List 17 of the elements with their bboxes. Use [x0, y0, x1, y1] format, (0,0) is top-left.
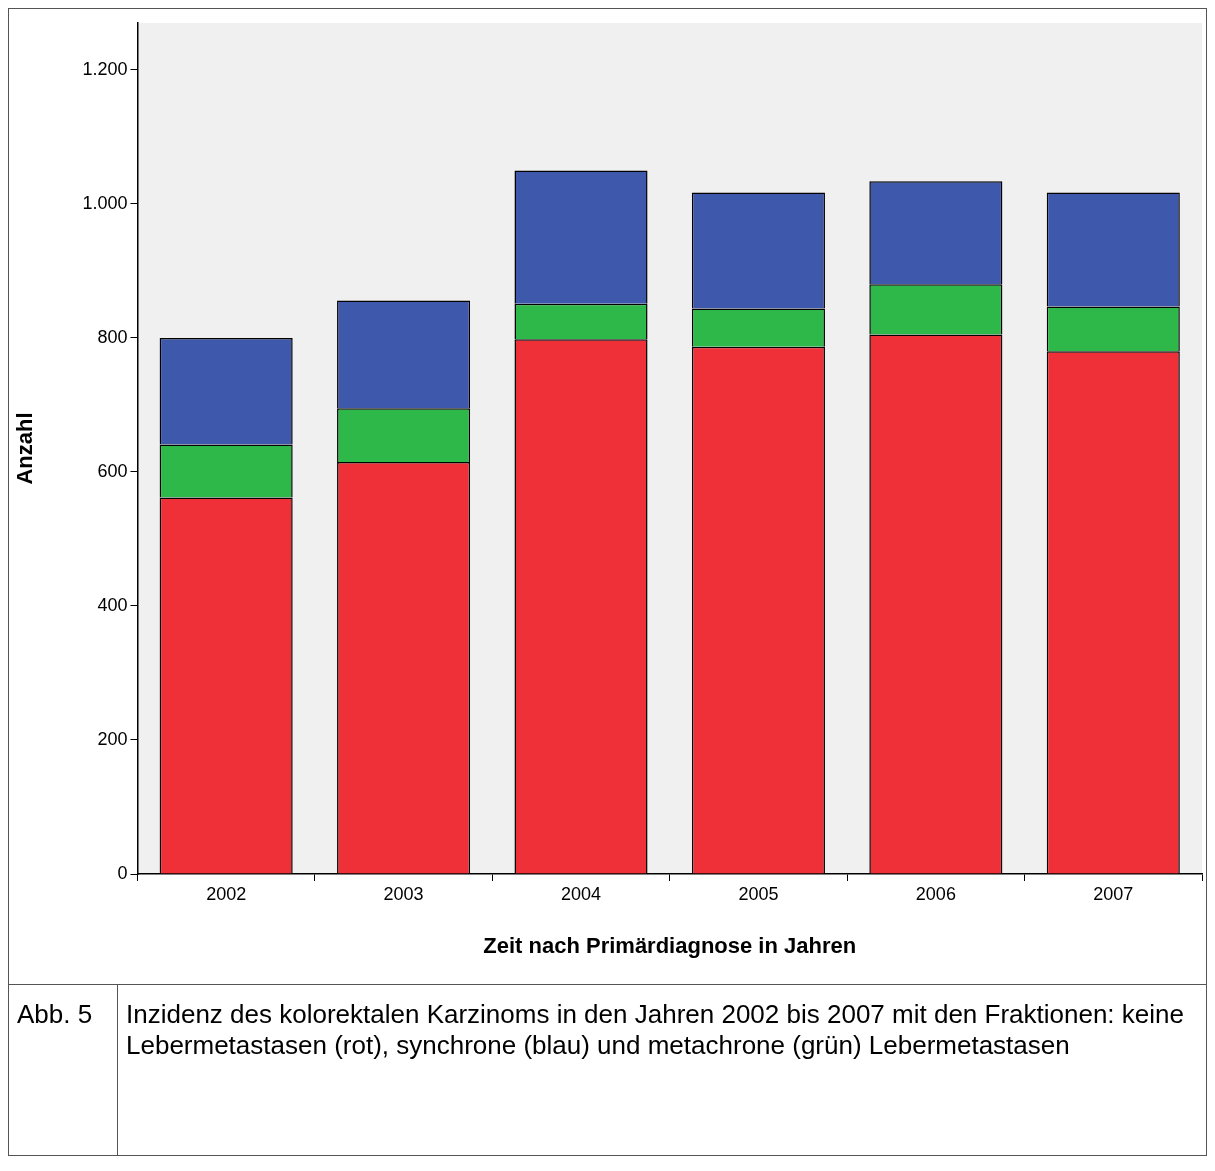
x-tick-label: 2003 — [383, 883, 424, 904]
caption: Abb. 5 — [9, 985, 118, 1155]
x-tick-label: 2002 — [206, 883, 247, 904]
y-tick-label: 600 — [97, 460, 128, 481]
y-tick-label: 0 — [117, 862, 128, 883]
x-tick-label: 2005 — [738, 883, 779, 904]
text: Inzidenz des kolorektalen Karzinoms in den Jahren 2002 bis 2007 mit den Fraktionen: keine Lebermetastasen (rot), synchrone (blau) und metachrone (grün) Lebermetastasen — [125, 998, 1185, 1062]
y-tick-label: 1.200 — [82, 58, 128, 79]
y-tick-label: 400 — [97, 594, 128, 615]
x-axis-title: Zeit nach Primärdiagnose in Jahren — [483, 932, 857, 958]
y-tick-label: 800 — [97, 326, 128, 347]
y-tick-label: 200 — [97, 728, 128, 749]
y-tick-label: 1.000 — [82, 192, 128, 213]
x-tick-label: 2007 — [1093, 883, 1134, 904]
x-tick-label: 2004 — [560, 883, 602, 904]
y-axis-title: Anzahl — [12, 412, 38, 485]
x-tick-label: 2006 — [915, 883, 956, 904]
